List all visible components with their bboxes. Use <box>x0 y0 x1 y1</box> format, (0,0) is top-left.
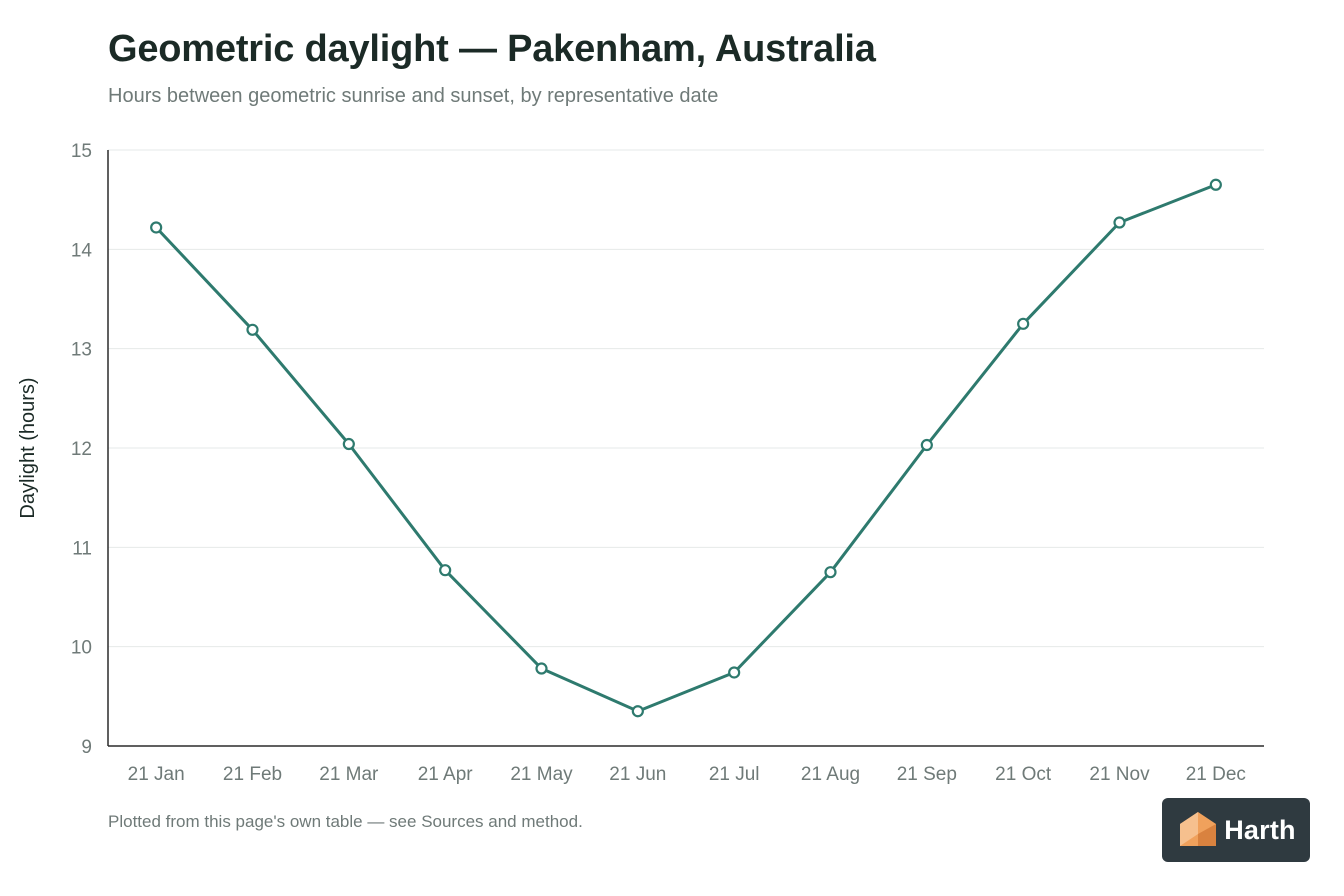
x-tick-label: 21 Mar <box>319 764 379 785</box>
data-point <box>246 323 259 336</box>
x-tick-label: 21 Apr <box>418 764 474 785</box>
x-tick-label: 21 Feb <box>223 764 282 785</box>
y-tick-label: 11 <box>72 538 92 559</box>
x-tick-label: 21 May <box>510 764 573 785</box>
data-point <box>439 564 452 577</box>
house-logo-icon <box>1180 812 1217 846</box>
y-tick-label: 12 <box>71 439 92 460</box>
data-point <box>1113 216 1126 229</box>
data-point <box>535 662 548 675</box>
x-tick-label: 21 Aug <box>801 764 860 785</box>
data-point <box>728 666 741 679</box>
x-tick-label: 21 Sep <box>897 764 957 785</box>
x-tick-label: 21 Nov <box>1089 764 1150 785</box>
data-point <box>920 438 933 452</box>
data-point <box>342 437 355 451</box>
chart-title: Geometric daylight — Pakenham, Australia <box>108 28 876 70</box>
y-tick-label: 13 <box>71 340 92 361</box>
data-point <box>1017 317 1030 330</box>
data-point <box>1209 178 1222 191</box>
x-tick-label: 21 Dec <box>1186 764 1246 785</box>
series-line <box>154 183 1218 713</box>
chart-subtitle: Hours between geometric sunrise and suns… <box>108 85 719 107</box>
x-tick-label: 21 Jun <box>609 764 666 785</box>
x-tick-label: 21 Jul <box>709 764 760 785</box>
data-point <box>631 705 644 718</box>
y-axis-label: Daylight (hours) <box>17 377 39 518</box>
gridlines <box>108 149 1264 648</box>
y-tick-label: 10 <box>71 638 92 659</box>
logo-text: Harth <box>1224 814 1296 845</box>
data-point <box>824 566 837 579</box>
data-point <box>150 221 163 234</box>
footnote: Plotted from this page's own table — see… <box>108 812 583 831</box>
harth-logo: Harth <box>1162 798 1310 862</box>
series <box>150 178 1222 718</box>
y-tick-label: 14 <box>71 240 93 261</box>
y-tick-label: 15 <box>71 141 92 162</box>
y-tick-labels: 9 10 11 12 13 14 15 <box>71 141 93 758</box>
y-tick-label: 9 <box>81 737 92 758</box>
axes <box>107 150 1264 747</box>
x-tick-label: 21 Jan <box>128 764 185 785</box>
x-tick-label: 21 Oct <box>995 764 1052 785</box>
x-tick-labels: 21 Jan 21 Feb 21 Mar 21 Apr 21 May 21 Jun 21 J… <box>128 764 1246 785</box>
